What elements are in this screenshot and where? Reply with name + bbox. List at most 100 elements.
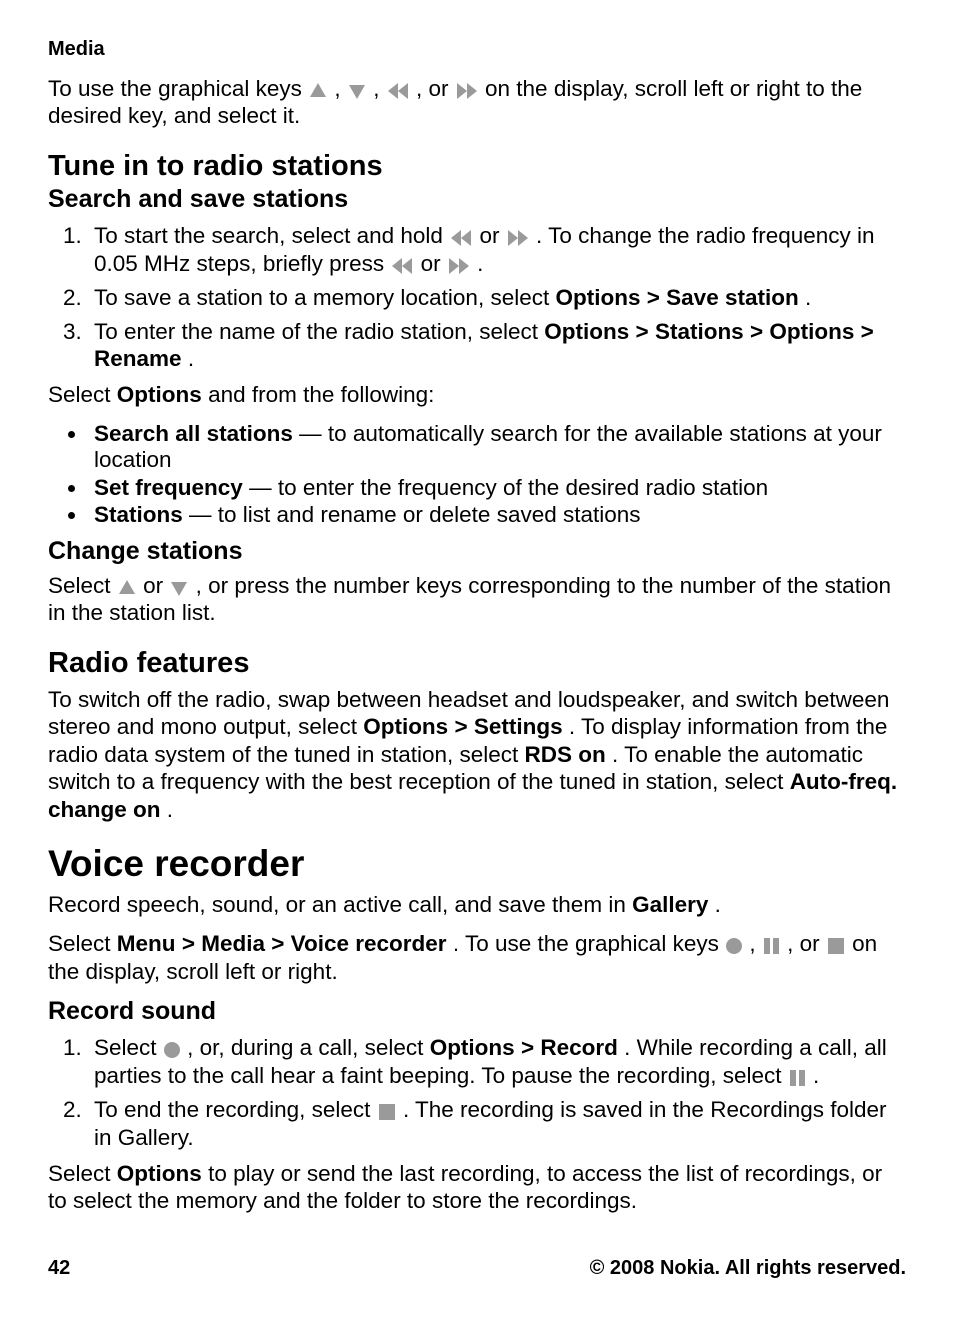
option-desc: — to enter the frequency of the desired … (249, 475, 768, 500)
record-icon (725, 936, 743, 954)
text: . (167, 797, 173, 822)
text: To start the search, select and hold (94, 223, 449, 248)
search-save-steps: To start the search, select and hold or … (48, 222, 906, 373)
breadcrumb-separator: > (750, 319, 769, 344)
change-stations-text: Select or , or press the number keys cor… (48, 572, 906, 627)
record-sound-steps: Select , or, during a call, select Optio… (48, 1034, 906, 1152)
text: . (188, 346, 194, 371)
option-name: Stations (94, 502, 183, 527)
page-number: 42 (48, 1257, 70, 1280)
heading-record-sound: Record sound (48, 997, 906, 1026)
stop-icon (826, 936, 846, 954)
option-desc: — to list and rename or delete saved sta… (189, 502, 641, 527)
text: Select (48, 573, 117, 598)
options-list: Search all stations — to automatically s… (48, 421, 906, 529)
text: To use the graphical keys (48, 76, 308, 101)
recorder-p1: Record speech, sound, or an active call,… (48, 891, 906, 918)
breadcrumb-separator: > (636, 319, 655, 344)
text: , or (787, 931, 826, 956)
recorder-p2: Select Menu > Media > Voice recorder . T… (48, 930, 906, 985)
option-label: Settings (474, 714, 563, 739)
step-2: To save a station to a memory location, … (88, 284, 906, 312)
radio-features-text: To switch off the radio, swap between he… (48, 686, 906, 823)
rewind-key-icon (390, 256, 414, 274)
page-footer: 42 © 2008 Nokia. All rights reserved. (48, 1257, 906, 1280)
text: or (479, 223, 505, 248)
breadcrumb-separator: > (454, 714, 473, 739)
text: . (813, 1063, 819, 1088)
stop-icon (377, 1102, 397, 1120)
text: and from the following: (208, 382, 434, 407)
forward-key-icon (506, 228, 530, 246)
heading-tune-in: Tune in to radio stations (48, 150, 906, 183)
record-icon (163, 1040, 181, 1058)
step-3: To enter the name of the radio station, … (88, 318, 906, 374)
text: . To use the graphical keys (453, 931, 725, 956)
breadcrumb-separator: > (521, 1035, 540, 1060)
heading-change-stations: Change stations (48, 537, 906, 566)
heading-radio-features: Radio features (48, 647, 906, 680)
rewind-key-icon (449, 228, 473, 246)
copyright: © 2008 Nokia. All rights reserved. (590, 1257, 906, 1280)
option-label: Options (117, 1161, 202, 1186)
option-label: Rename (94, 346, 182, 371)
text: Select (94, 1035, 163, 1060)
text: Select (48, 1161, 117, 1186)
option-label: Menu (117, 931, 176, 956)
text: Select (48, 931, 117, 956)
recorder-p3: Select Options to play or send the last … (48, 1160, 906, 1215)
option-label: Options (117, 382, 202, 407)
text: or (143, 573, 169, 598)
option-label: Options (555, 285, 640, 310)
text: To enter the name of the radio station, … (94, 319, 544, 344)
text: . (715, 892, 721, 917)
heading-search-save: Search and save stations (48, 185, 906, 214)
page-header: Media (48, 38, 906, 61)
breadcrumb-separator: > (647, 285, 666, 310)
down-key-icon (347, 81, 367, 99)
breadcrumb-separator: > (182, 931, 201, 956)
breadcrumb-separator: > (861, 319, 874, 344)
rewind-key-icon (386, 81, 410, 99)
text: or (421, 251, 447, 276)
forward-key-icon (455, 81, 479, 99)
option-label: Media (201, 931, 265, 956)
list-item: Stations — to list and rename or delete … (88, 502, 906, 529)
option-label: Record (540, 1035, 618, 1060)
up-key-icon (117, 578, 137, 596)
option-label: Voice recorder (291, 931, 447, 956)
pause-icon (788, 1068, 807, 1086)
text: . (477, 251, 483, 276)
text: To end the recording, select (94, 1097, 377, 1122)
step-1: To start the search, select and hold or … (88, 222, 906, 278)
option-label: Options (769, 319, 854, 344)
options-intro: Select Options and from the following: (48, 381, 906, 408)
list-item: Set frequency — to enter the frequency o… (88, 475, 906, 502)
breadcrumb-separator: > (271, 931, 290, 956)
pause-icon (762, 936, 781, 954)
text: , (749, 931, 762, 956)
list-item: Search all stations — to automatically s… (88, 421, 906, 474)
option-label: Options (363, 714, 448, 739)
option-label: Options (544, 319, 629, 344)
step-2: To end the recording, select . The recor… (88, 1096, 906, 1152)
step-1: Select , or, during a call, select Optio… (88, 1034, 906, 1090)
option-label: Options (430, 1035, 515, 1060)
up-key-icon (308, 81, 328, 99)
option-label: Save station (666, 285, 799, 310)
text: , (373, 76, 386, 101)
text: , or, during a call, select (187, 1035, 430, 1060)
text: , (334, 76, 347, 101)
text: Select (48, 382, 117, 407)
text: , or (416, 76, 455, 101)
heading-voice-recorder: Voice recorder (48, 843, 906, 885)
down-key-icon (169, 578, 189, 596)
option-name: Search all stations (94, 421, 293, 446)
intro-paragraph: To use the graphical keys , , , or on th… (48, 75, 906, 130)
option-label: Stations (655, 319, 744, 344)
option-label: RDS on (525, 742, 606, 767)
option-label: Gallery (632, 892, 708, 917)
option-name: Set frequency (94, 475, 243, 500)
text: To save a station to a memory location, … (94, 285, 555, 310)
text: . (805, 285, 811, 310)
